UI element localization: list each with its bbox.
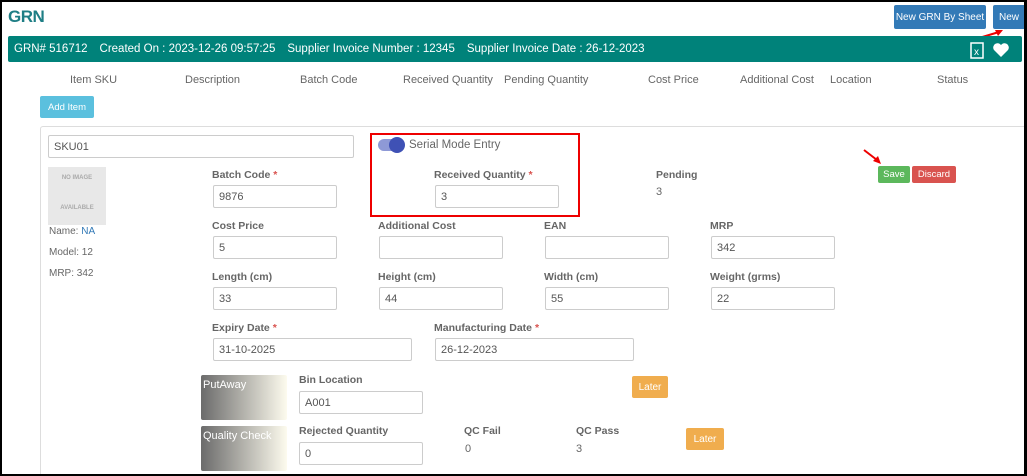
weight-input[interactable] [711,287,835,310]
col-item-sku: Item SKU [70,74,118,86]
expiry-date-input[interactable] [213,338,412,361]
col-description: Description [185,74,241,86]
received-quantity-input[interactable] [435,185,559,208]
mrp-label: MRP [710,220,734,232]
cost-price-label: Cost Price [212,220,264,232]
expiry-date-label: Expiry Date * [212,322,277,334]
weight-label: Weight (grms) [710,271,781,283]
received-quantity-label: Received Quantity * [434,169,533,181]
height-label: Height (cm) [378,271,436,283]
created-on: Created On : 2023-12-26 09:57:25 [99,43,276,55]
arrow-annotation-icon [863,149,881,164]
width-label: Width (cm) [544,271,599,283]
add-item-button[interactable]: Add Item [40,96,94,118]
pending-label: Pending [656,169,698,181]
col-pending-quantity: Pending Quantity [504,74,589,86]
pending-value: 3 [656,186,663,198]
manufacturing-date-label: Manufacturing Date * [434,322,540,334]
bin-location-input[interactable] [299,391,423,414]
grn-info-bar: GRN# 516712 Created On : 2023-12-26 09:5… [8,36,1022,62]
qc-fail-value: 0 [465,443,472,455]
length-label: Length (cm) [212,271,273,283]
highlight-box [370,133,580,217]
additional-cost-label: Additional Cost [378,220,456,232]
discard-button[interactable]: Discard [912,166,956,183]
page-title: GRN [8,7,45,26]
col-received-quantity: Received Quantity [403,74,493,86]
bin-location-label: Bin Location [299,374,363,386]
qc-fail-label: QC Fail [464,425,501,437]
col-status: Status [937,74,969,86]
item-name: Name: NA [49,226,96,237]
item-model: Model: 12 [49,247,93,258]
supplier-invoice-number: Supplier Invoice Number : 12345 [287,43,455,55]
length-input[interactable] [213,287,337,310]
heart-icon[interactable] [992,42,1010,58]
col-additional-cost: Additional Cost [740,74,814,86]
qc-later-button[interactable]: Later [686,428,724,450]
new-grn-by-sheet-button[interactable]: New GRN By Sheet [894,5,986,29]
svg-text:x: x [974,47,979,58]
serial-mode-label: Serial Mode Entry [409,139,501,151]
quality-check-section-label: Quality Check [201,426,287,471]
cost-price-input[interactable] [213,236,337,259]
supplier-invoice-date: Supplier Invoice Date : 26-12-2023 [466,43,645,55]
sku-input[interactable] [48,135,354,158]
serial-mode-toggle[interactable] [378,137,405,153]
rejected-quantity-input[interactable] [299,442,423,465]
mrp-input[interactable] [711,236,835,259]
rejected-quantity-label: Rejected Quantity [299,425,389,437]
col-cost-price: Cost Price [648,74,699,86]
excel-icon[interactable]: x [970,42,984,59]
grn-number: GRN# 516712 [14,43,88,55]
additional-cost-input[interactable] [379,236,503,259]
item-card [40,126,1024,474]
save-button[interactable]: Save [878,166,910,183]
qc-pass-value: 3 [576,443,583,455]
batch-code-input[interactable] [213,185,337,208]
ean-input[interactable] [545,236,669,259]
width-input[interactable] [545,287,669,310]
col-location: Location [830,74,872,86]
putaway-section-label: PutAway [201,375,287,420]
batch-code-label: Batch Code * [212,169,278,181]
item-mrp: MRP: 342 [49,268,94,279]
manufacturing-date-input[interactable] [435,338,634,361]
col-batch-code: Batch Code [300,74,358,86]
no-image-placeholder: NO IMAGE AVAILABLE [48,167,106,225]
new-button[interactable]: New [993,5,1024,29]
putaway-later-button[interactable]: Later [632,376,668,398]
qc-pass-label: QC Pass [576,425,620,437]
height-input[interactable] [379,287,503,310]
ean-label: EAN [544,220,567,232]
